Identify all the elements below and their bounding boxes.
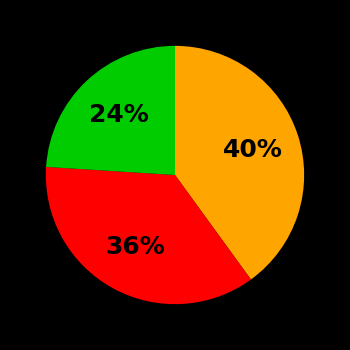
Wedge shape [175,46,304,280]
Wedge shape [46,167,251,304]
Text: 40%: 40% [223,138,283,162]
Wedge shape [46,46,175,175]
Text: 36%: 36% [106,235,166,259]
Text: 24%: 24% [89,103,149,127]
